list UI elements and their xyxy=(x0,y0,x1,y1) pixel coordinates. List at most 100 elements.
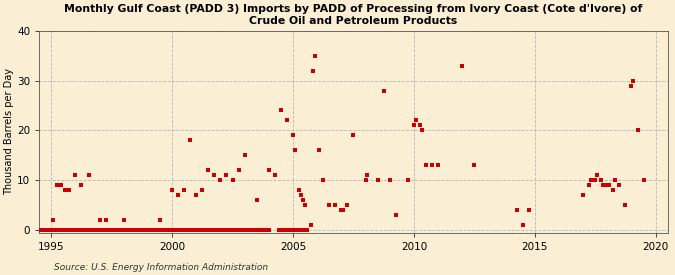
Point xyxy=(144,228,155,232)
Point xyxy=(221,228,232,232)
Point xyxy=(85,228,96,232)
Point xyxy=(217,228,227,232)
Point xyxy=(37,228,48,232)
Point xyxy=(161,228,172,232)
Point xyxy=(219,228,230,232)
Point xyxy=(292,228,302,232)
Point xyxy=(65,228,76,232)
Point xyxy=(614,183,625,187)
Point xyxy=(378,88,389,93)
Point xyxy=(295,228,306,232)
Point xyxy=(165,228,176,232)
Point xyxy=(330,203,341,207)
Point xyxy=(314,148,325,153)
Point xyxy=(285,228,296,232)
Point xyxy=(511,208,522,212)
Point xyxy=(586,178,597,182)
Point xyxy=(61,228,72,232)
Point xyxy=(76,228,86,232)
Point xyxy=(279,228,290,232)
Point xyxy=(56,183,67,187)
Point xyxy=(82,228,93,232)
Point xyxy=(300,228,310,232)
Point xyxy=(50,228,61,232)
Point xyxy=(433,163,443,167)
Point xyxy=(297,228,308,232)
Point xyxy=(109,228,120,232)
Point xyxy=(130,228,140,232)
Point xyxy=(107,228,117,232)
Point xyxy=(253,228,264,232)
Point xyxy=(300,228,311,232)
Point xyxy=(173,193,184,197)
Point xyxy=(289,228,300,232)
Point xyxy=(281,118,292,123)
Point xyxy=(215,178,226,182)
Point xyxy=(92,228,103,232)
Point xyxy=(49,228,60,232)
Point xyxy=(202,228,213,232)
Point xyxy=(256,228,267,232)
Point xyxy=(99,228,110,232)
Point xyxy=(632,128,643,133)
Point xyxy=(523,208,534,212)
Point xyxy=(211,228,221,232)
Point xyxy=(155,228,166,232)
Point xyxy=(584,183,595,187)
Point xyxy=(56,228,67,232)
Point xyxy=(52,228,63,232)
Point xyxy=(76,228,87,232)
Point xyxy=(116,228,127,232)
Point xyxy=(145,228,156,232)
Point xyxy=(239,228,250,232)
Point xyxy=(242,228,253,232)
Point xyxy=(70,228,81,232)
Point xyxy=(106,228,117,232)
Point xyxy=(92,228,103,232)
Point xyxy=(93,228,104,232)
Point xyxy=(99,228,109,232)
Point xyxy=(306,223,317,227)
Point xyxy=(360,178,371,182)
Point xyxy=(219,228,230,232)
Point xyxy=(137,228,148,232)
Point xyxy=(59,228,70,232)
Point xyxy=(245,228,256,232)
Point xyxy=(252,228,263,232)
Point xyxy=(207,228,217,232)
Point xyxy=(167,228,178,232)
Point xyxy=(136,228,147,232)
Point xyxy=(206,228,217,232)
Point xyxy=(43,228,53,232)
Point xyxy=(180,228,191,232)
Point xyxy=(63,228,74,232)
Point xyxy=(269,173,280,177)
Point xyxy=(140,228,151,232)
Point xyxy=(48,228,59,232)
Point xyxy=(89,228,100,232)
Point xyxy=(39,228,50,232)
Point xyxy=(246,228,257,232)
Point xyxy=(236,228,247,232)
Point xyxy=(196,228,207,232)
Point xyxy=(47,228,57,232)
Point xyxy=(244,228,254,232)
Point xyxy=(408,123,419,128)
Point xyxy=(275,228,286,232)
Point xyxy=(598,183,609,187)
Point xyxy=(213,228,223,232)
Point xyxy=(128,228,139,232)
Point xyxy=(186,228,197,232)
Point xyxy=(234,228,244,232)
Point xyxy=(86,228,97,232)
Point xyxy=(52,183,63,187)
Point xyxy=(60,188,71,192)
Point xyxy=(238,228,249,232)
Point xyxy=(610,178,621,182)
Point xyxy=(179,188,190,192)
Point xyxy=(300,203,310,207)
Point xyxy=(162,228,173,232)
Point xyxy=(153,228,164,232)
Point xyxy=(205,228,216,232)
Point xyxy=(262,228,273,232)
